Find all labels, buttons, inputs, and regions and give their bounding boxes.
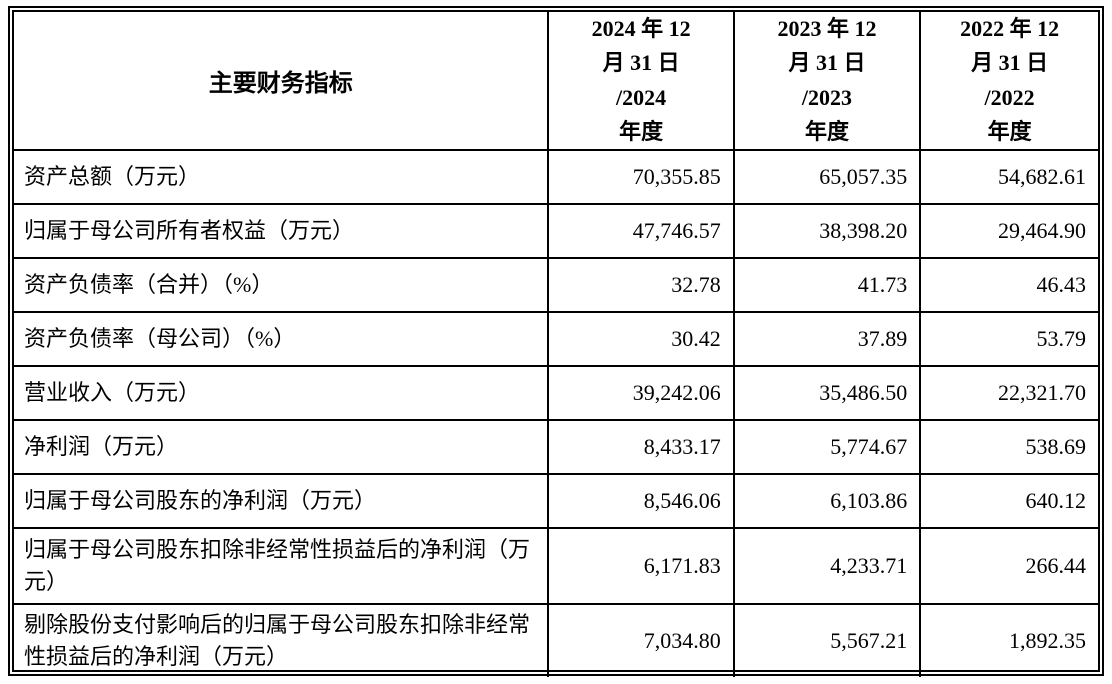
table-row: 归属于母公司股东的净利润（万元） 8,546.06 6,103.86 640.1… — [14, 473, 1098, 529]
cell-value: 47,746.57 — [547, 203, 735, 259]
cell-value: 7,034.80 — [547, 603, 735, 677]
table-row: 营业收入（万元） 39,242.06 35,486.50 22,321.70 — [14, 365, 1098, 421]
row-label: 营业收入（万元） — [14, 365, 550, 421]
table-row: 资产负债率（母公司）（%） 30.42 37.89 53.79 — [14, 311, 1098, 367]
cell-value: 4,233.71 — [732, 527, 922, 605]
cell-value: 32.78 — [547, 257, 735, 313]
cell-value: 65,057.35 — [732, 149, 922, 205]
row-label: 归属于母公司股东扣除非经常性损益后的净利润（万元） — [14, 527, 550, 605]
financial-table: 主要财务指标 2024 年 12 月 31 日 /2024 年度 2023 年 … — [14, 12, 1098, 677]
cell-value: 5,567.21 — [732, 603, 922, 677]
row-label: 归属于母公司所有者权益（万元） — [14, 203, 550, 259]
cell-value: 39,242.06 — [547, 365, 735, 421]
cell-value: 8,433.17 — [547, 419, 735, 475]
table-row: 剔除股份支付影响后的归属于母公司股东扣除非经常性损益后的净利润（万元） 7,03… — [14, 603, 1098, 677]
financial-indicators-table: 主要财务指标 2024 年 12 月 31 日 /2024 年度 2023 年 … — [8, 6, 1104, 677]
cell-value: 8,546.06 — [547, 473, 735, 529]
cell-value: 22,321.70 — [919, 365, 1098, 421]
cell-value: 1,892.35 — [919, 603, 1098, 677]
cell-value: 266.44 — [919, 527, 1098, 605]
cell-value: 640.12 — [919, 473, 1098, 529]
row-label: 剔除股份支付影响后的归属于母公司股东扣除非经常性损益后的净利润（万元） — [14, 603, 550, 677]
table-header-row: 主要财务指标 2024 年 12 月 31 日 /2024 年度 2023 年 … — [14, 12, 1098, 151]
cell-value: 29,464.90 — [919, 203, 1098, 259]
table-row: 资产总额（万元） 70,355.85 65,057.35 54,682.61 — [14, 149, 1098, 205]
cell-value: 70,355.85 — [547, 149, 735, 205]
row-label: 净利润（万元） — [14, 419, 550, 475]
cell-value: 538.69 — [919, 419, 1098, 475]
column-header-indicator: 主要财务指标 — [14, 12, 550, 151]
cell-value: 6,171.83 — [547, 527, 735, 605]
cell-value: 46.43 — [919, 257, 1098, 313]
cell-value: 35,486.50 — [732, 365, 922, 421]
cell-value: 37.89 — [732, 311, 922, 367]
table-row: 归属于母公司股东扣除非经常性损益后的净利润（万元） 6,171.83 4,233… — [14, 527, 1098, 605]
table-row: 净利润（万元） 8,433.17 5,774.67 538.69 — [14, 419, 1098, 475]
column-header-period-2022: 2022 年 12 月 31 日 /2022 年度 — [919, 12, 1098, 151]
cell-value: 53.79 — [919, 311, 1098, 367]
table-row: 归属于母公司所有者权益（万元） 47,746.57 38,398.20 29,4… — [14, 203, 1098, 259]
cell-value: 30.42 — [547, 311, 735, 367]
cell-value: 6,103.86 — [732, 473, 922, 529]
row-label: 资产总额（万元） — [14, 149, 550, 205]
cell-value: 5,774.67 — [732, 419, 922, 475]
column-header-period-2024: 2024 年 12 月 31 日 /2024 年度 — [547, 12, 735, 151]
table-row: 资产负债率（合并）（%） 32.78 41.73 46.43 — [14, 257, 1098, 313]
cell-value: 38,398.20 — [732, 203, 922, 259]
cell-value: 41.73 — [732, 257, 922, 313]
row-label: 资产负债率（合并）（%） — [14, 257, 550, 313]
cell-value: 54,682.61 — [919, 149, 1098, 205]
column-header-period-2023: 2023 年 12 月 31 日 /2023 年度 — [732, 12, 922, 151]
row-label: 资产负债率（母公司）（%） — [14, 311, 550, 367]
row-label: 归属于母公司股东的净利润（万元） — [14, 473, 550, 529]
